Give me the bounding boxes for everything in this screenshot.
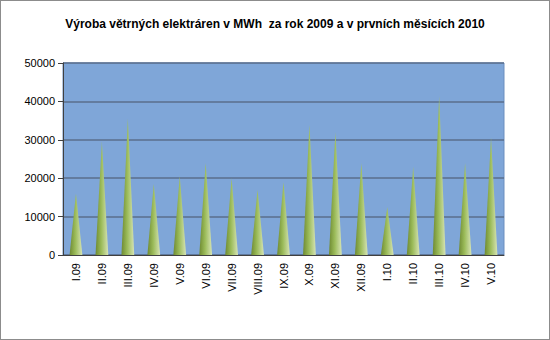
svg-text:III.09: III.09 [122, 263, 134, 287]
svg-text:V.09: V.09 [174, 263, 186, 285]
svg-text:II.09: II.09 [96, 263, 108, 284]
svg-text:30000: 30000 [24, 134, 55, 146]
svg-text:VI.09: VI.09 [200, 263, 212, 289]
svg-text:VII.09: VII.09 [226, 263, 238, 292]
svg-text:III.10: III.10 [433, 263, 445, 287]
svg-text:VIII.09: VIII.09 [252, 263, 264, 295]
svg-text:XI.09: XI.09 [329, 263, 341, 289]
svg-text:IV.10: IV.10 [459, 263, 471, 288]
svg-text:IV.09: IV.09 [148, 263, 160, 288]
svg-text:IX.09: IX.09 [278, 263, 290, 289]
svg-text:X.09: X.09 [303, 263, 315, 286]
svg-text:V.10: V.10 [485, 263, 497, 285]
svg-text:50000: 50000 [24, 57, 55, 69]
svg-text:40000: 40000 [24, 95, 55, 107]
svg-text:II.10: II.10 [407, 263, 419, 284]
svg-text:I.10: I.10 [381, 263, 393, 281]
svg-text:10000: 10000 [24, 211, 55, 223]
svg-text:Výroba větrných elektráren v M: Výroba větrných elektráren v MWh za rok … [65, 17, 485, 31]
svg-text:XII.09: XII.09 [355, 263, 367, 292]
svg-text:I.09: I.09 [70, 263, 82, 281]
svg-text:20000: 20000 [24, 172, 55, 184]
svg-text:0: 0 [49, 249, 55, 261]
